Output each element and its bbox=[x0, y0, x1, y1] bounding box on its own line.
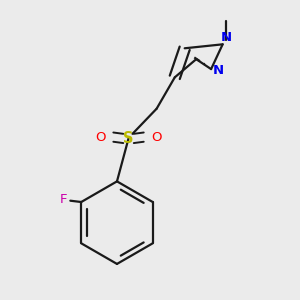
Text: O: O bbox=[95, 130, 105, 144]
Text: N: N bbox=[213, 64, 224, 77]
Text: F: F bbox=[59, 193, 67, 206]
Text: O: O bbox=[152, 130, 162, 144]
Text: N: N bbox=[220, 31, 232, 44]
Text: S: S bbox=[123, 131, 134, 146]
